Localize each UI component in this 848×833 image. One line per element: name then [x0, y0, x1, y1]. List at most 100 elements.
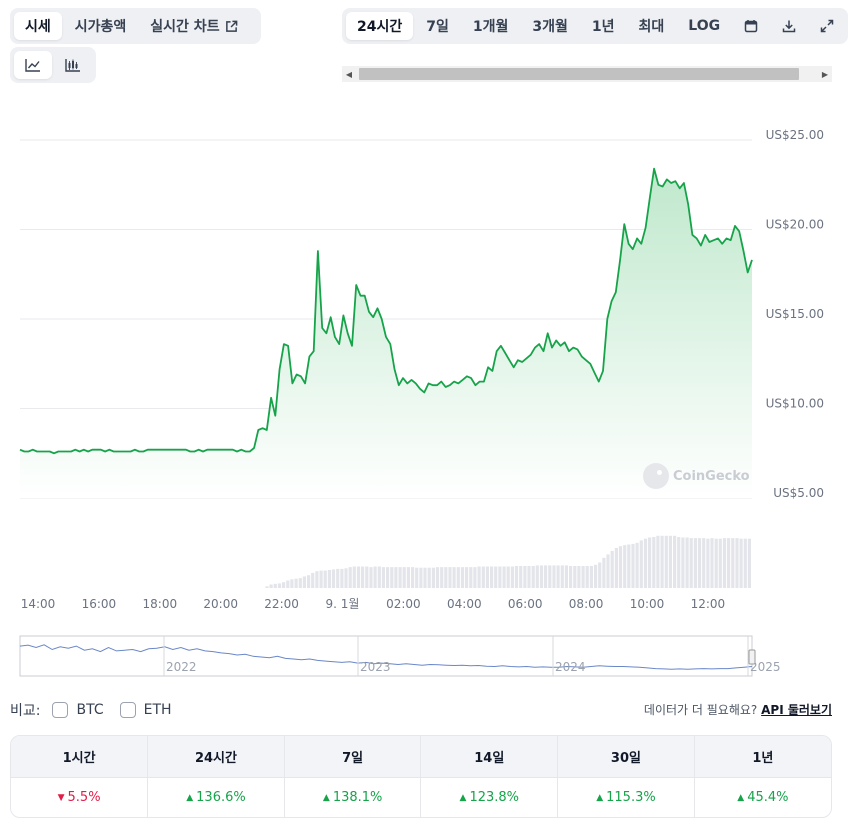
volume-bar [390, 567, 394, 588]
volume-bar [307, 575, 311, 588]
volume-bar [556, 565, 560, 588]
volume-bar [614, 548, 618, 588]
change-7d-value: 138.1% [332, 790, 383, 806]
performance-value-row: ▼ 5.5% ▲ 136.6% ▲ 138.1% ▲ 123.8% ▲ 115.3% ▲ 4… [11, 776, 831, 817]
tab-price[interactable]: 시세 [14, 12, 62, 40]
compare-eth-checkbox[interactable] [119, 702, 136, 718]
x-tick-label: 02:00 [386, 597, 421, 611]
caret-up-icon: ▲ [459, 793, 467, 804]
volume-bar [336, 568, 340, 588]
change-1y: ▲ 45.4% [694, 776, 831, 817]
volume-bar [331, 569, 336, 588]
range-3m[interactable]: 3개월 [521, 12, 579, 40]
volume-bar [323, 570, 327, 588]
compare-btc[interactable]: BTC [52, 702, 107, 718]
volume-bar [668, 535, 672, 588]
volume-bar [722, 538, 727, 588]
performance-table: 1시간 24시간 7일 14일 30일 1년 ▼ 5.5% ▲ 136.6% ▲ 13… [10, 735, 832, 818]
y-tick-label: US$5.00 [773, 486, 824, 500]
scrollbar-thumb[interactable] [359, 68, 799, 80]
candlestick-chart-icon [65, 59, 80, 72]
x-tick-label: 14:00 [21, 597, 56, 611]
expand-button[interactable] [809, 12, 845, 40]
volume-bar [298, 578, 302, 588]
volume-bar [473, 567, 477, 588]
volume-bar [548, 565, 552, 588]
volume-bar [352, 566, 356, 588]
tab-live-chart[interactable]: 실시간 차트 [139, 12, 248, 40]
volume-bar [282, 582, 286, 588]
coingecko-watermark: CoinGecko [643, 463, 750, 489]
volume-bar [311, 572, 315, 588]
range-log[interactable]: LOG [677, 12, 731, 40]
range-24h[interactable]: 24시간 [346, 12, 414, 40]
compare-btc-label: BTC [76, 702, 104, 718]
expand-icon [820, 19, 834, 33]
price-chart[interactable]: US$25.00 US$20.00 US$15.00 US$10.00 US$5.00 1… [0, 90, 848, 615]
volume-bar [623, 545, 627, 588]
range-navigator[interactable]: 2022 2023 2024 2025 [0, 630, 848, 678]
range-7d-label: 7일 [426, 19, 449, 35]
y-tick-label: US$20.00 [766, 218, 824, 232]
change-1y-value: 45.4% [747, 790, 789, 806]
change-30d: ▲ 115.3% [557, 776, 695, 817]
x-tick-label: 9. 1월 [326, 597, 360, 611]
coingecko-logo-icon [643, 463, 669, 489]
volume-bar [498, 566, 502, 588]
volume-bar [365, 566, 369, 588]
scroll-right-arrow-icon[interactable]: ▶ [821, 69, 829, 79]
tab-live-chart-label: 실시간 차트 [150, 19, 220, 35]
volume-bar [735, 538, 739, 588]
volume-bar [411, 567, 415, 588]
volume-bar [564, 565, 568, 588]
volume-bar [519, 566, 523, 588]
range-1y[interactable]: 1년 [581, 12, 626, 40]
x-tick-label: 20:00 [203, 597, 238, 611]
volume-bar [290, 579, 294, 588]
change-7d: ▲ 138.1% [284, 776, 422, 817]
compare-eth[interactable]: ETH [119, 702, 176, 718]
volume-bar [494, 566, 498, 588]
line-chart-button[interactable] [14, 51, 52, 79]
x-tick-label: 08:00 [569, 597, 604, 611]
tab-market-cap-label: 시가총액 [74, 19, 127, 35]
volume-bar [685, 537, 689, 588]
volume-bar [448, 567, 452, 588]
api-prompt: 데이터가 더 필요해요? API 둘러보기 [644, 701, 832, 718]
compare-btc-checkbox[interactable] [52, 702, 69, 718]
volume-bar [419, 567, 423, 588]
range-7d[interactable]: 7일 [415, 12, 460, 40]
compare-eth-label: ETH [143, 702, 172, 718]
tab-market-cap[interactable]: 시가총액 [64, 12, 138, 40]
volume-bar [743, 538, 747, 588]
price-area [20, 168, 752, 498]
volume-bar [402, 567, 406, 588]
download-button[interactable] [771, 12, 807, 40]
volume-bar [277, 583, 282, 588]
volume-bar [581, 566, 585, 588]
volume-bar [460, 567, 465, 588]
range-max[interactable]: 최대 [628, 12, 676, 40]
volume-bar [602, 557, 606, 588]
compare-row: 비교: BTC ETH [10, 700, 176, 720]
calendar-button[interactable] [733, 12, 769, 40]
range-1m-label: 1개월 [472, 19, 509, 35]
candlestick-chart-button[interactable] [54, 51, 92, 79]
range-1m[interactable]: 1개월 [462, 12, 520, 40]
volume-bar [710, 538, 714, 588]
y-tick-label: US$15.00 [766, 307, 824, 321]
api-link[interactable]: API 둘러보기 [761, 703, 832, 717]
volume-bar [747, 538, 751, 588]
volume-bar [340, 568, 344, 588]
volume-bar [573, 566, 577, 588]
range-scrollbar[interactable]: ◀ ▶ [342, 66, 832, 82]
scroll-left-arrow-icon[interactable]: ◀ [345, 69, 353, 79]
volume-bar [444, 567, 448, 588]
volume-bar [452, 567, 456, 588]
y-tick-label: US$10.00 [766, 397, 824, 411]
range-selector: 24시간 7일 1개월 3개월 1년 최대 LOG [342, 8, 848, 44]
change-14d-value: 123.8% [469, 790, 520, 806]
api-prompt-text: 데이터가 더 필요해요? [643, 703, 758, 717]
volume-bar [618, 546, 623, 588]
watermark-text: CoinGecko [673, 468, 750, 484]
